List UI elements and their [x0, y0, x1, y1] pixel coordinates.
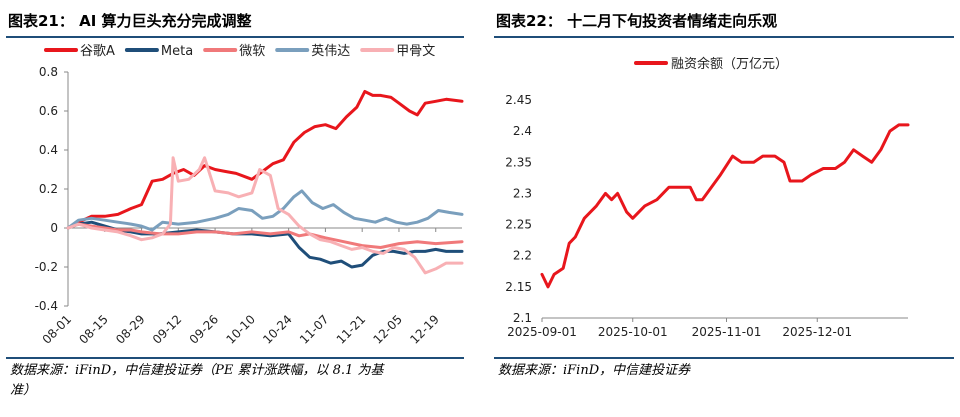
y-tick-label: 2.4 [513, 124, 532, 138]
y-tick-label: 0.6 [39, 104, 58, 118]
series-line-meta [66, 220, 464, 269]
source-line-1: 数据来源：iFinD，中信建投证券 [498, 363, 691, 378]
x-tick-label: 09-12 [150, 312, 185, 347]
chart-series [540, 123, 910, 289]
y-tick-label: 2.1 [513, 311, 532, 325]
legend-label: 融资余额（万亿元） [671, 56, 788, 72]
source-rule [494, 357, 954, 359]
x-tick-label: 2025-11-01 [692, 325, 762, 339]
right-figure: 图表22： 十二月下旬投资者情绪走向乐观 融资余额（万亿元） 2.45 2.4 2.… [488, 0, 960, 417]
line-chart-ai-stocks: 谷歌A Meta 微软 英伟达 甲骨文 0.80.60.40.20-0.2-0.408-… [35, 44, 464, 347]
y-tick-label: 2.35 [505, 155, 532, 169]
x-tick-label: 08-01 [40, 312, 75, 347]
y-tick-label: 0 [50, 221, 58, 235]
x-tick-label: 11-21 [334, 312, 369, 347]
x-tick-label: 09-26 [187, 312, 222, 347]
y-tick-label: 2.3 [513, 186, 532, 200]
source-note: 数据来源：iFinD，中信建投证券 [498, 361, 690, 381]
series-line-item [66, 156, 464, 275]
x-tick-label: 12-05 [371, 312, 406, 347]
x-tick-label: 08-29 [113, 312, 148, 347]
source-note: 数据来源：iFinD，中信建投证券（PE 累计涨跌幅，以 8.1 为基 准） [10, 361, 383, 401]
y-tick-label: 2.25 [505, 218, 532, 232]
legend-label: 英伟达 [311, 44, 350, 59]
source-line-1: 数据来源：iFinD，中信建投证券（PE 累计涨跌幅，以 8.1 为基 [10, 363, 384, 378]
chart-legend: 谷歌A Meta 微软 英伟达 甲骨文 [44, 44, 435, 59]
title-rule [494, 36, 954, 38]
y-tick-label: 0.2 [39, 182, 58, 196]
x-tick-label: 11-07 [297, 312, 332, 347]
figure-title: 图表21： AI 算力巨头充分完成调整 [8, 12, 252, 30]
series-line-item [66, 189, 464, 232]
y-tick-label: -0.2 [35, 260, 58, 274]
legend-label: Meta [161, 44, 193, 59]
y-tick-label: 2.15 [505, 280, 532, 294]
x-tick-label: 2025-09-01 [507, 325, 577, 339]
title-rule [6, 36, 464, 38]
line-chart-margin-balance: 融资余额（万亿元） 2.452.42.352.32.252.22.152.120… [505, 56, 910, 339]
series-line-item [66, 222, 464, 249]
legend-label: 微软 [239, 44, 265, 59]
y-tick-label: 2.2 [513, 249, 532, 263]
x-tick-label: 08-15 [76, 312, 111, 347]
x-tick-label: 2025-12-01 [782, 325, 852, 339]
x-tick-label: 12-19 [407, 312, 442, 347]
x-tick-label: 10-10 [223, 312, 258, 347]
series-line-margin-balance [540, 123, 910, 289]
source-line-2: 准） [10, 383, 37, 398]
chart-series [66, 90, 464, 275]
y-tick-label: 2.45 [505, 93, 532, 107]
left-figure: 图表21： AI 算力巨头充分完成调整 谷歌A Meta 微软 英伟达 甲骨文 0.8 0… [0, 0, 470, 417]
legend-label: 谷歌A [80, 44, 115, 59]
legend-label: 甲骨文 [396, 44, 435, 59]
chart-axes: 0.8 0.6 0.4 0.2 0 -0.2 -0.408-01 08-15 08-29 09-1… [35, 65, 462, 347]
chart-legend: 融资余额（万亿元） [634, 56, 788, 72]
x-tick-label: 10-24 [260, 312, 295, 347]
figure-title: 图表22： 十二月下旬投资者情绪走向乐观 [496, 12, 778, 30]
y-tick-label: 0.4 [39, 143, 58, 157]
y-tick-label: 0.8 [39, 65, 58, 79]
series-line-a [66, 90, 464, 230]
x-tick-label: 2025-10-01 [598, 325, 668, 339]
y-tick-label: -0.4 [35, 299, 58, 313]
source-rule [6, 357, 464, 359]
